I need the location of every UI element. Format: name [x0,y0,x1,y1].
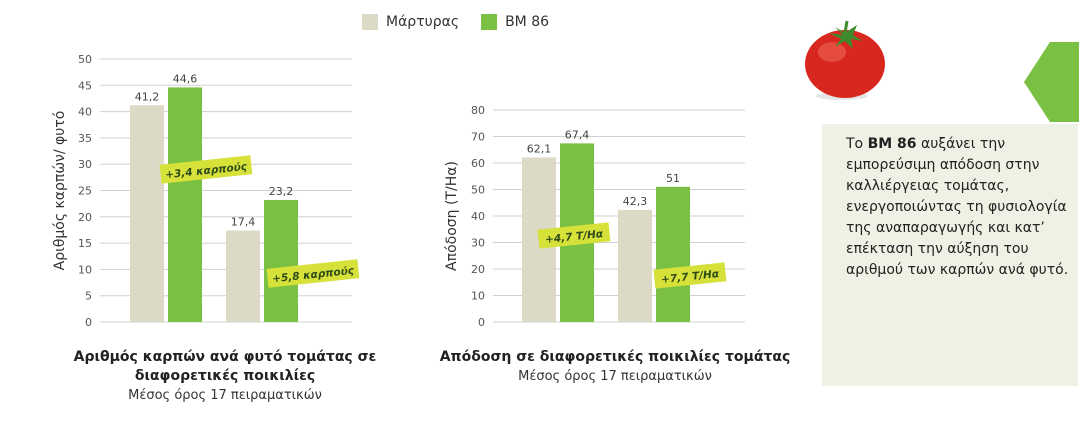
bar-value-label: 23,2 [269,185,294,198]
y-tick-label: 50 [471,184,485,197]
bar-value-label: 51 [666,172,680,185]
bar [618,209,652,322]
bar [656,186,690,322]
info-brand: BM 86 [867,136,917,152]
annotation-badge-bg [159,155,253,184]
y-tick-label: 20 [471,263,485,276]
y-tick-label: 10 [78,263,92,276]
legend-label-control: Μάρτυρας [386,14,460,30]
y-tick-label: 0 [85,316,92,329]
legend-item-bm86: BM 86 [481,14,549,30]
annotation-badge: +4,7 Τ/Ηα [537,222,611,249]
y-tick-label: 30 [78,158,92,171]
y-tick-label: 80 [471,104,485,117]
bar [168,87,202,323]
info-prefix: Το [846,136,868,152]
annotation-badge: +3,4 καρπούς [159,155,253,184]
bar-value-label: 42,3 [623,195,648,208]
annotation-badge-bg [653,262,727,289]
chart1-subtitle: Μέσος όρος 17 πειραματικών [128,388,322,403]
y-tick-label: 45 [78,79,92,92]
bar-value-label: 62,1 [527,142,552,155]
bar-value-label: 67,4 [565,128,590,141]
y-tick-label: 30 [471,237,485,250]
y-axis-label: Απόδοση (Τ/Ηα) [444,161,460,271]
tomato-icon [805,20,885,100]
y-tick-label: 35 [78,132,92,145]
y-tick-label: 10 [471,290,485,303]
chart-legend: Μάρτυρας BM 86 [362,14,571,30]
chart1-caption: Αριθμός καρπών ανά φυτό τομάτας σε διαφο… [60,348,390,405]
info-text: Το BM 86 αυξάνει την εμπορεύσιμη απόδοση… [846,134,1076,281]
annotation-badge: +7,7 Τ/Ηα [653,262,727,289]
bar [264,199,298,322]
chart-yield: 0 10 20 30 40 50 60 70 80 Απόδοση (Τ/Ηα) 62,1 67,4 4… [444,104,745,329]
chart1-title-line1: Αριθμός καρπών ανά φυτό τομάτας σε [73,349,377,365]
y-tick-label: 25 [78,185,92,198]
annotation-badge: +5,8 καρπούς [266,259,360,288]
info-body: αυξάνει την εμπορεύσιμη απόδοση στην καλ… [846,136,1069,278]
annotation-badge-bg [537,222,611,249]
bar-value-label: 17,4 [231,215,256,228]
y-tick-label: 40 [471,210,485,223]
bar-value-label: 44,6 [173,72,198,85]
info-panel [822,124,1078,386]
chart2-subtitle: Μέσος όρος 17 πειραματικών [518,369,712,384]
chevron-decoration-icon [1024,42,1079,122]
annotation-badge-bg [266,259,360,288]
legend-swatch-control [362,14,378,30]
y-axis-label: Αριθμός καρπών/ φυτό [52,111,68,271]
y-tick-label: 5 [85,290,92,303]
legend-label-bm86: BM 86 [505,14,550,30]
y-tick-label: 0 [478,316,485,329]
bar [130,105,164,323]
chart2-caption: Απόδοση σε διαφορετικές ποικιλίες τομάτα… [430,348,800,386]
y-tick-label: 20 [78,211,92,224]
bar-value-label: 41,2 [135,90,160,103]
legend-swatch-bm86 [481,14,498,30]
y-tick-label: 15 [78,237,92,250]
chart-fruits-per-plant: 0 5 10 15 20 25 30 35 40 45 50 Αριθμός καρπών/ φυτό… [52,53,360,329]
legend-item-control: Μάρτυρας [362,14,459,30]
y-tick-label: 50 [78,53,92,66]
y-tick-label: 40 [78,106,92,119]
y-tick-label: 60 [471,157,485,170]
y-tick-label: 70 [471,131,485,144]
chart2-title: Απόδοση σε διαφορετικές ποικιλίες τομάτα… [439,349,791,365]
chart1-title-line2: διαφορετικές ποικιλίες [134,368,316,384]
bar [226,230,260,322]
